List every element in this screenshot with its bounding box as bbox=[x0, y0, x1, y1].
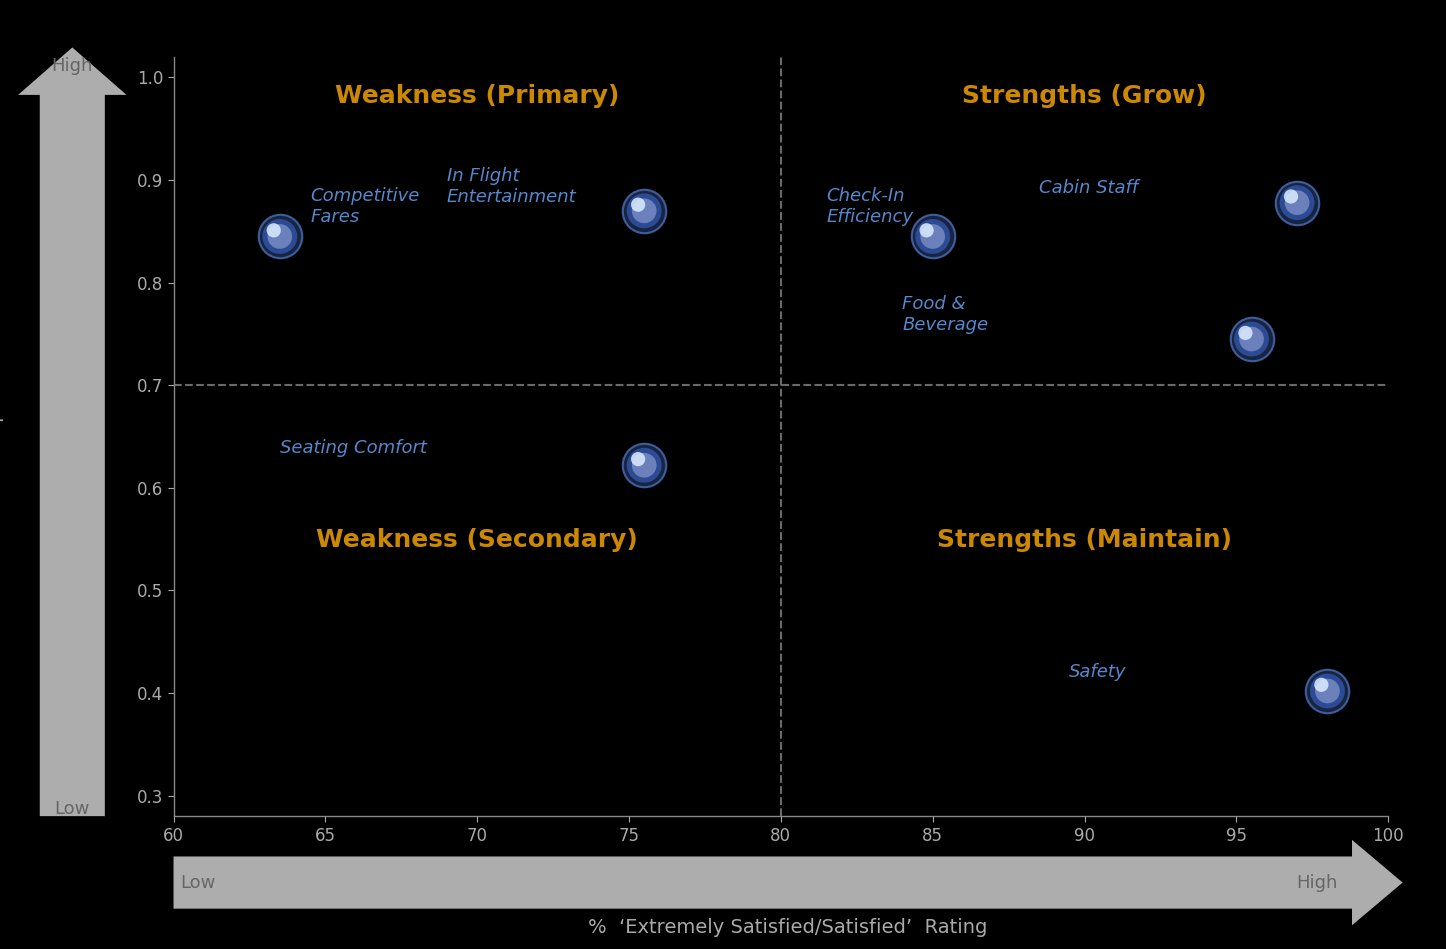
Text: Weakness (Secondary): Weakness (Secondary) bbox=[317, 528, 638, 551]
Point bbox=[633, 203, 656, 218]
Point bbox=[1316, 683, 1339, 698]
Text: Low: Low bbox=[181, 874, 215, 891]
Text: Competitive
Fares: Competitive Fares bbox=[311, 187, 419, 226]
Text: Cabin Staff: Cabin Staff bbox=[1040, 179, 1138, 197]
Point bbox=[1241, 331, 1264, 346]
Point bbox=[915, 223, 938, 238]
Point bbox=[921, 229, 944, 244]
Point bbox=[633, 203, 656, 218]
Point bbox=[1241, 331, 1264, 346]
Point bbox=[1241, 331, 1264, 346]
Text: High: High bbox=[1296, 874, 1338, 891]
Point bbox=[1285, 195, 1309, 211]
Point bbox=[1280, 189, 1303, 204]
Text: %  ‘Extremely Satisfied/Satisfied’  Rating: % ‘Extremely Satisfied/Satisfied’ Rating bbox=[589, 919, 988, 938]
Text: Strengths (Maintain): Strengths (Maintain) bbox=[937, 528, 1232, 551]
Point bbox=[626, 452, 649, 467]
Point bbox=[921, 229, 944, 244]
Text: Check-In
Efficiency: Check-In Efficiency bbox=[827, 187, 914, 226]
Point bbox=[633, 457, 656, 473]
Text: In Flight
Entertainment: In Flight Entertainment bbox=[447, 167, 577, 206]
Text: High: High bbox=[52, 58, 93, 75]
Text: Weakness (Primary): Weakness (Primary) bbox=[335, 84, 619, 107]
Text: Low: Low bbox=[55, 800, 90, 817]
Point bbox=[1233, 326, 1257, 341]
Point bbox=[921, 229, 944, 244]
Point bbox=[1316, 683, 1339, 698]
Text: Derived Importance: Derived Importance bbox=[0, 335, 3, 529]
Text: Seating Comfort: Seating Comfort bbox=[281, 439, 427, 457]
Text: Strengths (Grow): Strengths (Grow) bbox=[962, 84, 1207, 107]
Point bbox=[269, 229, 292, 244]
Point bbox=[262, 223, 285, 238]
Point bbox=[633, 457, 656, 473]
Point bbox=[633, 457, 656, 473]
Text: Food &
Beverage: Food & Beverage bbox=[902, 295, 989, 334]
Text: Safety: Safety bbox=[1070, 662, 1126, 680]
Point bbox=[1310, 678, 1333, 693]
Point bbox=[1285, 195, 1309, 211]
Point bbox=[633, 203, 656, 218]
Point bbox=[269, 229, 292, 244]
Point bbox=[1285, 195, 1309, 211]
Point bbox=[1316, 683, 1339, 698]
Point bbox=[626, 197, 649, 213]
Point bbox=[269, 229, 292, 244]
